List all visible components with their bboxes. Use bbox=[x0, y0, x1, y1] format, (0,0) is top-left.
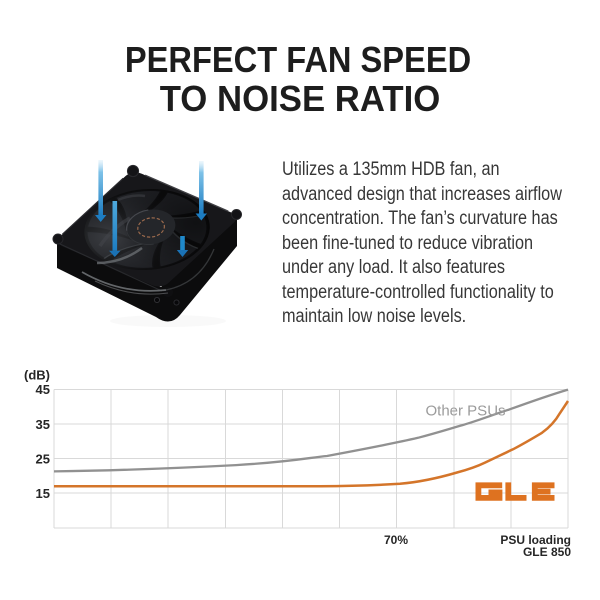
svg-text:70%: 70% bbox=[384, 533, 408, 547]
svg-text:Other PSUs: Other PSUs bbox=[426, 402, 506, 419]
svg-text:(dB): (dB) bbox=[24, 368, 50, 383]
svg-text:25: 25 bbox=[36, 451, 50, 466]
svg-text:35: 35 bbox=[36, 417, 50, 432]
svg-text:GLE 850: GLE 850 bbox=[523, 545, 571, 559]
svg-text:PSU loading: PSU loading bbox=[500, 533, 571, 547]
svg-text:15: 15 bbox=[36, 486, 50, 501]
svg-text:45: 45 bbox=[36, 382, 50, 397]
